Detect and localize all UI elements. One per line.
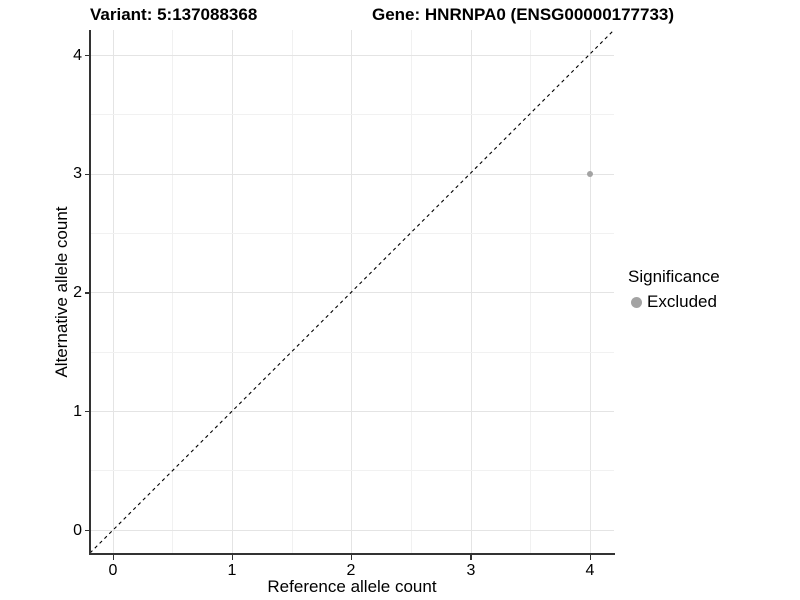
legend-title: Significance [628,267,720,286]
gridline-major-h [90,292,614,293]
y-tick-label: 3 [73,165,82,182]
gridline-minor-h [90,114,614,115]
y-tick-label: 1 [73,403,82,420]
y-axis-line [89,30,91,555]
x-tick-label: 4 [585,562,595,579]
legend-item-excluded: Excluded [628,292,796,312]
y-tick [84,292,90,294]
y-tick-label: 0 [73,522,82,539]
plot-title-variant: Variant: 5:137088368 [90,5,258,24]
x-tick [350,554,352,560]
identity-dashed-line [90,30,614,553]
x-axis-title: Reference allele count [267,577,437,596]
plot-panel [90,30,614,553]
legend-item-label: Excluded [647,292,717,311]
y-axis-title: Alternative allele count [52,206,71,378]
gridline-major-v [590,30,591,553]
gridline-major-v [232,30,233,553]
gridline-minor-v [172,30,173,553]
x-tick-label: 3 [466,562,476,579]
gridline-major-h [90,174,614,175]
gridline-minor-h [90,470,614,471]
gridline-major-h [90,411,614,412]
gridline-minor-v [292,30,293,553]
y-tick [84,529,90,531]
gridline-major-h [90,530,614,531]
y-tick-label: 4 [73,47,82,64]
x-tick [231,554,233,560]
x-tick [470,554,472,560]
gridline-major-h [90,55,614,56]
gridline-minor-h [90,352,614,353]
y-tick [84,410,90,412]
x-tick-label: 1 [227,562,237,579]
gridline-minor-v [411,30,412,553]
x-tick-label: 2 [346,562,356,579]
x-axis-line [89,553,615,555]
y-tick [84,54,90,56]
x-tick [589,554,591,560]
gridline-major-v [113,30,114,553]
x-tick-label: 0 [108,562,118,579]
plot-title-gene: Gene: HNRNPA0 (ENSG00000177733) [372,5,675,24]
y-tick-label: 2 [73,284,82,301]
legend: Significance Excluded [628,267,796,312]
gridline-minor-v [530,30,531,553]
gridline-major-v [471,30,472,553]
data-point-excluded [587,171,593,177]
legend-key-circle-icon [631,296,642,308]
y-tick [84,173,90,175]
gridline-minor-h [90,233,614,234]
x-tick [112,554,114,560]
